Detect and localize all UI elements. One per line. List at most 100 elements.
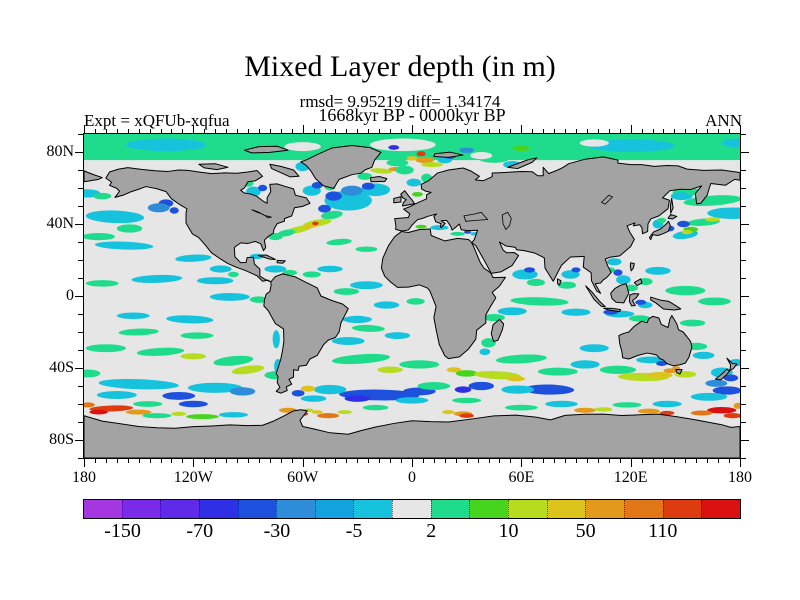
tick	[128, 129, 129, 133]
anomaly-patch	[645, 266, 671, 275]
anomaly-patch	[342, 315, 372, 323]
anomaly-patch	[470, 152, 493, 160]
tick	[150, 129, 151, 133]
anomaly-patch	[723, 413, 740, 419]
anomaly-patch	[337, 410, 352, 415]
tick	[357, 459, 358, 463]
tick	[587, 129, 588, 133]
anomaly-patch	[612, 402, 642, 408]
anomaly-patch	[545, 400, 578, 408]
island	[630, 263, 634, 271]
tick	[84, 459, 85, 467]
tick	[78, 314, 83, 315]
anomaly-patch	[698, 297, 731, 306]
anomaly-patch	[479, 348, 491, 356]
island	[401, 191, 415, 206]
tick	[117, 459, 118, 463]
anomaly-patch	[300, 395, 327, 402]
anomaly-patch	[317, 413, 340, 419]
tick	[325, 129, 326, 133]
tick	[741, 170, 746, 171]
anomaly-patch	[406, 178, 422, 187]
tick	[182, 459, 183, 463]
colorbar-label: -150	[104, 520, 141, 542]
colorbar-label: -30	[263, 520, 291, 542]
tick	[521, 459, 522, 467]
tick	[576, 129, 577, 133]
tick	[303, 125, 304, 133]
anomaly-patch	[277, 229, 296, 237]
anomaly-patch	[169, 207, 179, 214]
tick	[215, 129, 216, 133]
tick	[741, 368, 749, 369]
anomaly-patch	[395, 397, 429, 404]
south-america	[264, 274, 348, 393]
tick	[609, 459, 610, 463]
anomaly-patch	[331, 353, 391, 365]
anomaly-patch	[501, 385, 535, 394]
tick	[248, 459, 249, 463]
tick	[346, 129, 347, 133]
tick	[478, 459, 479, 463]
tick	[434, 459, 435, 463]
tick	[78, 350, 83, 351]
anomaly-patch	[570, 360, 600, 369]
lake-outline	[464, 212, 488, 221]
anomaly-patch	[272, 330, 280, 349]
ellesmere-island	[244, 146, 288, 153]
tick	[741, 296, 749, 297]
anomaly-patch	[142, 413, 172, 419]
tick	[631, 125, 632, 133]
island	[611, 284, 629, 303]
anomaly-patch	[692, 351, 715, 359]
anomaly-patch	[355, 246, 378, 252]
anomaly-patch	[415, 157, 434, 164]
anomaly-patch	[526, 278, 546, 287]
tick	[741, 188, 746, 189]
anomaly-patch	[344, 395, 371, 402]
tick	[78, 134, 83, 135]
tick	[532, 459, 533, 463]
tick	[741, 440, 749, 441]
anomaly-patch	[579, 139, 609, 147]
tick	[741, 332, 746, 333]
tick	[325, 459, 326, 463]
tick	[401, 459, 402, 463]
anomaly-patch	[178, 400, 208, 408]
anomaly-patch	[481, 338, 496, 348]
tick	[598, 129, 599, 133]
anomaly-patch	[147, 203, 170, 213]
tick	[642, 129, 643, 133]
tick	[379, 129, 380, 133]
chukotka-west-edge	[84, 171, 102, 182]
anomaly-patch	[733, 402, 740, 409]
anomaly-patch	[415, 224, 427, 229]
tick	[78, 206, 83, 207]
lon-tick-label: 60E	[508, 469, 535, 486]
anomaly-patch	[94, 241, 154, 250]
tick	[576, 459, 577, 463]
tick	[741, 458, 746, 459]
anomaly-patch	[512, 145, 531, 152]
island	[258, 255, 275, 260]
colorbar-cell	[276, 500, 315, 518]
anomaly-patch	[85, 344, 126, 353]
victoria-island	[199, 164, 228, 170]
anomaly-patch	[351, 324, 385, 332]
tick	[741, 278, 746, 279]
anomaly-patch	[361, 182, 375, 190]
tick	[741, 206, 746, 207]
anomaly-patch	[635, 299, 647, 305]
anomaly-patch	[406, 156, 418, 161]
island	[394, 197, 401, 203]
tick	[412, 125, 413, 133]
tick	[467, 459, 468, 463]
lon-tick-label: 0	[408, 469, 416, 486]
tick	[565, 129, 566, 133]
anomaly-patch	[85, 210, 145, 224]
anomaly-patch	[707, 207, 740, 219]
tick	[270, 129, 271, 133]
tick	[84, 125, 85, 133]
anomaly-patch	[312, 221, 319, 226]
anomaly-patch	[284, 142, 321, 152]
